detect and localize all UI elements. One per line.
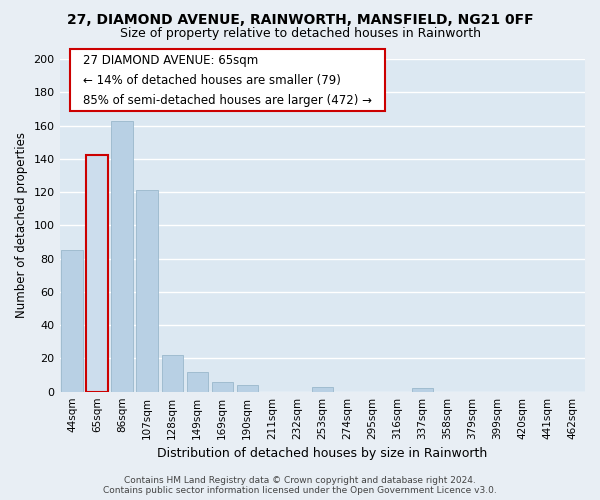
Bar	[86, 156, 108, 392]
Text: 27, DIAMOND AVENUE, RAINWORTH, MANSFIELD, NG21 0FF: 27, DIAMOND AVENUE, RAINWORTH, MANSFIELD…	[67, 12, 533, 26]
Text: Contains HM Land Registry data © Crown copyright and database right 2024.
Contai: Contains HM Land Registry data © Crown c…	[103, 476, 497, 495]
Text: Size of property relative to detached houses in Rainworth: Size of property relative to detached ho…	[119, 28, 481, 40]
Bar	[412, 388, 433, 392]
Bar	[61, 250, 83, 392]
Y-axis label: Number of detached properties: Number of detached properties	[15, 132, 28, 318]
Bar	[236, 385, 258, 392]
Bar	[212, 382, 233, 392]
Bar	[161, 355, 183, 392]
FancyBboxPatch shape	[70, 49, 385, 110]
Bar	[112, 120, 133, 392]
Bar	[311, 386, 333, 392]
Bar	[136, 190, 158, 392]
Bar	[187, 372, 208, 392]
X-axis label: Distribution of detached houses by size in Rainworth: Distribution of detached houses by size …	[157, 447, 487, 460]
Text: 27 DIAMOND AVENUE: 65sqm
← 14% of detached houses are smaller (79)
85% of semi-d: 27 DIAMOND AVENUE: 65sqm ← 14% of detach…	[83, 54, 372, 107]
